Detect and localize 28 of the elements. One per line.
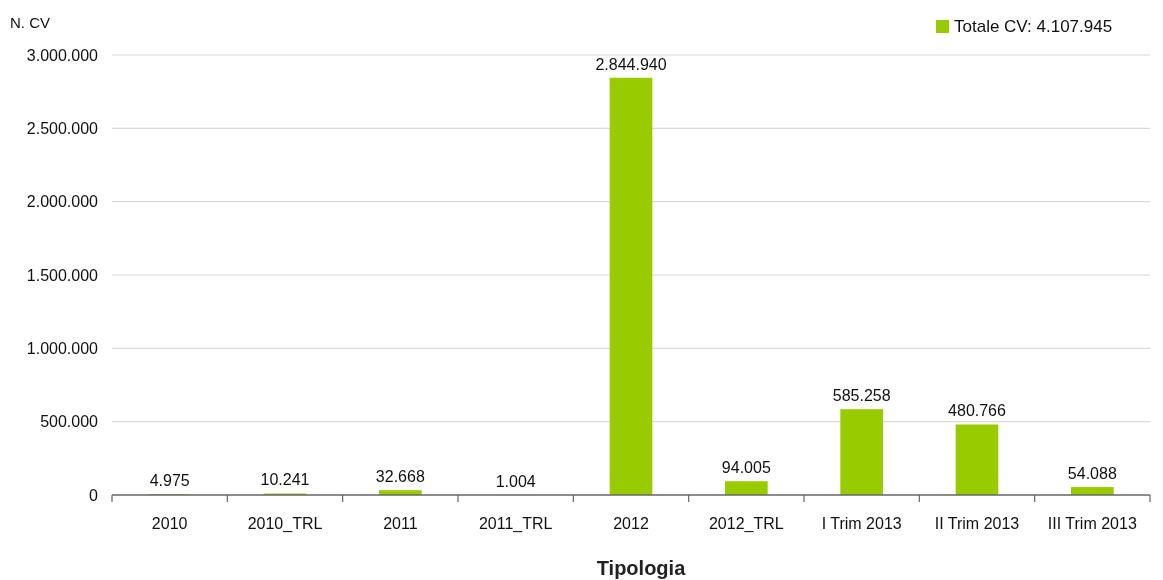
x-tick-label: I Trim 2013: [821, 515, 902, 532]
data-label: 1.004: [495, 472, 536, 490]
x-tick-label: III Trim 2013: [1047, 515, 1137, 532]
x-tick-label: 2012: [613, 515, 649, 532]
y-tick-label: 3.000.000: [26, 46, 99, 64]
x-tick-label: 2010_TRL: [247, 515, 323, 533]
data-label: 4.975: [149, 472, 190, 490]
x-tick-label: 2011_TRL: [478, 515, 553, 533]
data-label: 10.241: [260, 471, 310, 489]
data-label: 480.766: [948, 402, 1007, 420]
y-axis-title: N. CV: [10, 14, 51, 31]
x-tick-label: 2011: [383, 515, 418, 532]
legend-label: Totale CV: 4.107.945: [954, 17, 1113, 36]
y-tick-label: 500.000: [40, 413, 99, 431]
y-tick-label: 0: [89, 486, 99, 504]
data-label: 54.088: [1067, 465, 1117, 483]
y-tick-label: 1.500.000: [26, 266, 99, 284]
x-tick-label: 2012_TRL: [708, 515, 784, 533]
data-label: 94.005: [721, 459, 771, 477]
y-tick-label: 1.000.000: [26, 339, 99, 357]
data-label: 32.668: [375, 468, 425, 486]
x-tick-label: 2010: [151, 515, 188, 532]
data-label: 2.844.940: [595, 55, 667, 73]
x-tick-label: II Trim 2013: [934, 515, 1020, 532]
y-tick-label: 2.500.000: [26, 119, 99, 137]
x-axis-title: Tipologia: [596, 557, 687, 579]
y-tick-label: 2.000.000: [26, 193, 99, 211]
data-label: 585.258: [832, 387, 891, 405]
